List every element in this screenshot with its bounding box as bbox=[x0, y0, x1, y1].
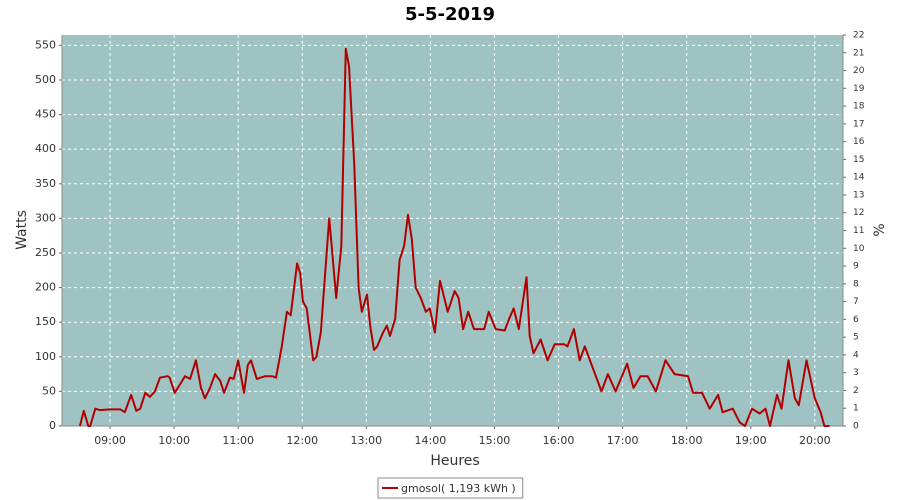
x-tick-label: 14:00 bbox=[415, 434, 447, 447]
plot-background bbox=[62, 35, 843, 426]
x-tick-label: 12:00 bbox=[286, 434, 318, 447]
y2-tick-label: 12 bbox=[853, 208, 864, 218]
x-tick-label: 10:00 bbox=[158, 434, 190, 447]
y-tick-label: 200 bbox=[35, 281, 56, 294]
y-axis-label: Watts bbox=[14, 210, 30, 250]
y2-tick-label: 15 bbox=[853, 155, 864, 165]
y-tick-label: 550 bbox=[35, 38, 56, 51]
x-tick-label: 17:00 bbox=[607, 434, 639, 447]
y2-tick-label: 5 bbox=[853, 333, 859, 343]
data-line bbox=[78, 47, 830, 427]
y2-tick-label: 9 bbox=[853, 262, 859, 272]
y2-tick-label: 7 bbox=[853, 297, 859, 307]
y2-tick-label: 8 bbox=[853, 279, 859, 289]
y2-tick-label: 11 bbox=[853, 226, 864, 236]
y2-tick-label: 17 bbox=[853, 119, 864, 129]
x-tick-label: 19:00 bbox=[735, 434, 767, 447]
y2-tick-label: 22 bbox=[853, 31, 864, 41]
x-tick-label: 18:00 bbox=[671, 434, 703, 447]
y2-tick-label: 20 bbox=[853, 66, 865, 76]
y-tick-label: 50 bbox=[42, 384, 56, 397]
x-tick-label: 16:00 bbox=[543, 434, 575, 447]
y2-tick-label: 1 bbox=[853, 404, 859, 414]
y2-tick-label: 14 bbox=[853, 173, 865, 183]
chart-title: 5-5-2019 bbox=[405, 4, 495, 25]
y2-axis-label: % bbox=[872, 223, 888, 236]
y-tick-label: 450 bbox=[35, 108, 56, 121]
x-tick-label: 11:00 bbox=[222, 434, 254, 447]
y2-tick-label: 6 bbox=[853, 315, 859, 325]
y2-tick-label: 3 bbox=[853, 368, 859, 378]
x-tick-label: 20:00 bbox=[799, 434, 831, 447]
y2-tick-label: 18 bbox=[853, 102, 865, 112]
y2-tick-label: 21 bbox=[853, 48, 864, 58]
legend-label: gmosol( 1,193 kWh ) bbox=[401, 482, 516, 495]
y-tick-label: 500 bbox=[35, 73, 56, 86]
y2-tick-label: 16 bbox=[853, 137, 865, 147]
x-tick-label: 13:00 bbox=[350, 434, 382, 447]
y-tick-label: 300 bbox=[35, 211, 56, 224]
y2-tick-label: 10 bbox=[853, 244, 865, 254]
x-tick-label: 09:00 bbox=[94, 434, 126, 447]
y2-tick-label: 0 bbox=[853, 422, 859, 432]
legend-box bbox=[377, 477, 524, 499]
y2-tick-label: 19 bbox=[853, 84, 865, 94]
y-tick-label: 400 bbox=[35, 142, 56, 155]
y-tick-label: 100 bbox=[35, 350, 56, 363]
y-tick-label: 0 bbox=[49, 419, 56, 432]
x-axis-label: Heures bbox=[430, 453, 479, 469]
x-tick-label: 15:00 bbox=[479, 434, 511, 447]
y-tick-label: 350 bbox=[35, 177, 56, 190]
y2-tick-label: 4 bbox=[853, 350, 859, 360]
y2-tick-label: 2 bbox=[853, 386, 859, 396]
y2-tick-label: 13 bbox=[853, 190, 864, 200]
y-tick-label: 250 bbox=[35, 246, 56, 259]
y-tick-label: 150 bbox=[35, 315, 56, 328]
